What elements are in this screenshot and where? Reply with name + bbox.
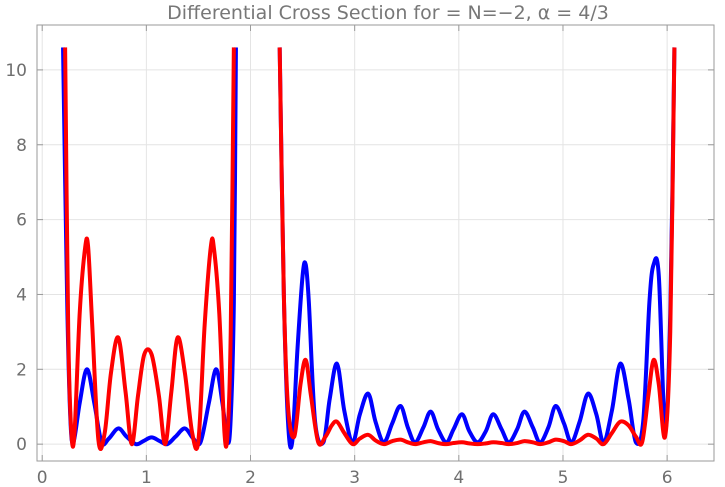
x-tick-label: 1 [141,468,152,487]
x-tick-label: 3 [349,468,360,487]
y-axis-ticks: 0 2 4 6 8 10 [5,61,714,455]
x-tick-label: 4 [453,468,464,487]
series-line-segment [277,47,677,450]
y-tick-label: 0 [16,435,27,455]
x-tick-label: 6 [662,468,673,487]
chart-title: Differential Cross Section for = N=−2, α… [167,2,609,24]
series-line-segment [63,47,236,451]
grid-lines [37,25,714,461]
axes [36,24,715,462]
plot-frame [36,24,715,462]
y-tick-label: 6 [16,211,27,231]
x-tick-label: 2 [245,468,256,487]
x-tick-label: 5 [558,468,569,487]
y-tick-label: 2 [16,360,27,380]
series-red [63,47,677,451]
x-tick-label: 0 [37,468,48,487]
series-line-segment [277,47,677,447]
plot-series [61,47,677,451]
y-tick-label: 10 [5,61,27,81]
series-blue [61,47,677,450]
y-tick-label: 8 [16,136,27,156]
y-tick-label: 4 [16,285,27,305]
x-axis-ticks: 0 1 2 3 4 5 6 [37,25,673,487]
